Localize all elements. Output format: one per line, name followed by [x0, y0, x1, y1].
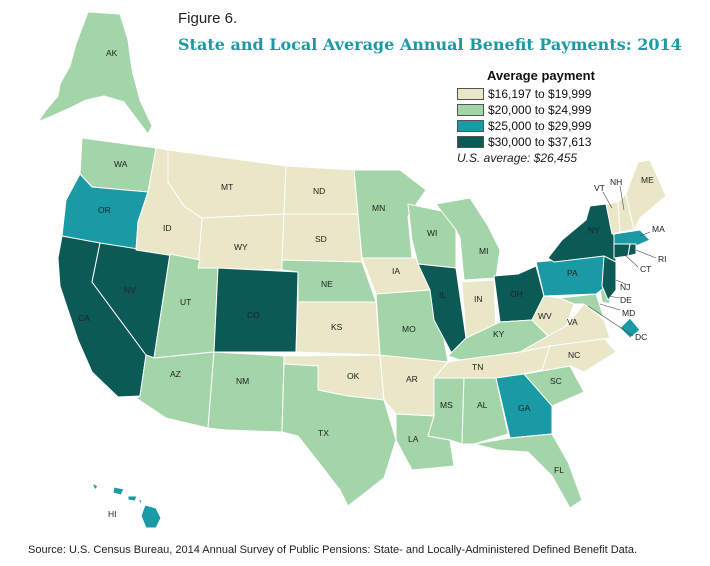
leader-nj	[615, 279, 629, 286]
label-ga: GA	[518, 403, 531, 413]
label-al: AL	[477, 400, 488, 410]
leader-ma	[639, 231, 651, 237]
label-sd: SD	[315, 234, 327, 244]
label-va: VA	[567, 317, 578, 327]
label-in: IN	[474, 294, 483, 304]
label-md: MD	[622, 308, 635, 318]
label-vt: VT	[594, 183, 605, 193]
legend-label: $25,000 to $29,999	[488, 119, 592, 133]
legend-item: $30,000 to $37,613	[457, 134, 632, 150]
state-tx	[281, 363, 397, 507]
label-sc: SC	[550, 376, 562, 386]
legend-item: $20,000 to $24,999	[457, 102, 632, 118]
label-la: LA	[408, 434, 419, 444]
label-mo: MO	[402, 324, 416, 334]
label-ok: OK	[347, 371, 360, 381]
state-ma	[613, 229, 651, 247]
label-nh: NH	[610, 177, 622, 187]
state-hi-main	[140, 504, 162, 529]
label-fl: FL	[554, 465, 564, 475]
label-hi: HI	[108, 509, 117, 519]
legend-label: $16,197 to $19,999	[488, 87, 592, 101]
label-co: CO	[247, 310, 260, 320]
label-nj: NJ	[620, 282, 630, 292]
legend-swatch	[457, 120, 484, 132]
label-ak: AK	[106, 48, 118, 58]
label-az: AZ	[170, 369, 181, 379]
state-me	[625, 159, 667, 231]
label-me: ME	[641, 175, 654, 185]
legend-swatch	[457, 136, 484, 148]
label-de: DE	[620, 295, 632, 305]
label-nc: NC	[568, 350, 580, 360]
leader-ri	[635, 249, 657, 259]
label-nd: ND	[313, 186, 325, 196]
label-tn: TN	[472, 362, 483, 372]
label-ms: MS	[440, 400, 453, 410]
label-id: ID	[163, 223, 172, 233]
leader-de	[607, 295, 621, 299]
label-ct: CT	[640, 264, 651, 274]
label-ky: KY	[493, 329, 505, 339]
leader-md	[599, 303, 621, 311]
legend-label: $20,000 to $24,999	[488, 103, 592, 117]
label-wa: WA	[114, 159, 128, 169]
legend-item: $25,000 to $29,999	[457, 118, 632, 134]
label-ut: UT	[180, 297, 191, 307]
legend-swatch	[457, 104, 484, 116]
state-dc	[619, 317, 641, 339]
label-ca: CA	[78, 313, 90, 323]
legend-item: $16,197 to $19,999	[457, 86, 632, 102]
figure-title: State and Local Average Annual Benefit P…	[178, 35, 682, 54]
label-oh: OH	[510, 289, 523, 299]
state-fl	[473, 433, 583, 509]
label-nm: NM	[236, 376, 249, 386]
legend-title: Average payment	[487, 68, 595, 83]
label-wi: WI	[427, 228, 437, 238]
us-average: U.S. average: $26,455	[457, 151, 578, 165]
label-tx: TX	[318, 428, 329, 438]
label-or: OR	[98, 205, 111, 215]
label-ma: MA	[652, 224, 665, 234]
leader-dc	[587, 305, 634, 337]
label-ia: IA	[392, 266, 400, 276]
label-dc: DC	[635, 332, 647, 342]
state-ak	[37, 11, 153, 135]
label-wy: WY	[234, 242, 248, 252]
label-nv: NV	[124, 285, 136, 295]
label-ny: NY	[588, 225, 600, 235]
legend-swatch	[457, 88, 484, 100]
legend-label: $30,000 to $37,613	[488, 135, 592, 149]
label-wv: WV	[538, 311, 552, 321]
label-ri: RI	[658, 254, 667, 264]
label-pa: PA	[567, 268, 578, 278]
us-map: AK HI WA OR CA NV ID MT WY UT CO AZ NM N…	[37, 11, 667, 529]
state-hi-islands	[91, 482, 143, 505]
leader-ct	[623, 253, 639, 268]
state-nm	[207, 351, 285, 433]
state-az	[135, 351, 215, 429]
state-ny	[547, 203, 617, 263]
label-il: IL	[439, 290, 446, 300]
label-ne: NE	[321, 279, 333, 289]
state-ri	[627, 243, 637, 257]
label-mt: MT	[221, 182, 233, 192]
label-mi: MI	[479, 246, 488, 256]
source-note: Source: U.S. Census Bureau, 2014 Annual …	[28, 544, 638, 556]
leader-nh	[619, 185, 625, 211]
state-al	[461, 377, 509, 445]
label-ks: KS	[331, 322, 343, 332]
figure-label: Figure 6.	[178, 10, 238, 27]
label-mn: MN	[372, 203, 385, 213]
leader-vt	[602, 191, 613, 209]
label-ar: AR	[406, 374, 418, 384]
legend: Average payment $16,197 to $19,999 $20,0…	[457, 68, 632, 165]
